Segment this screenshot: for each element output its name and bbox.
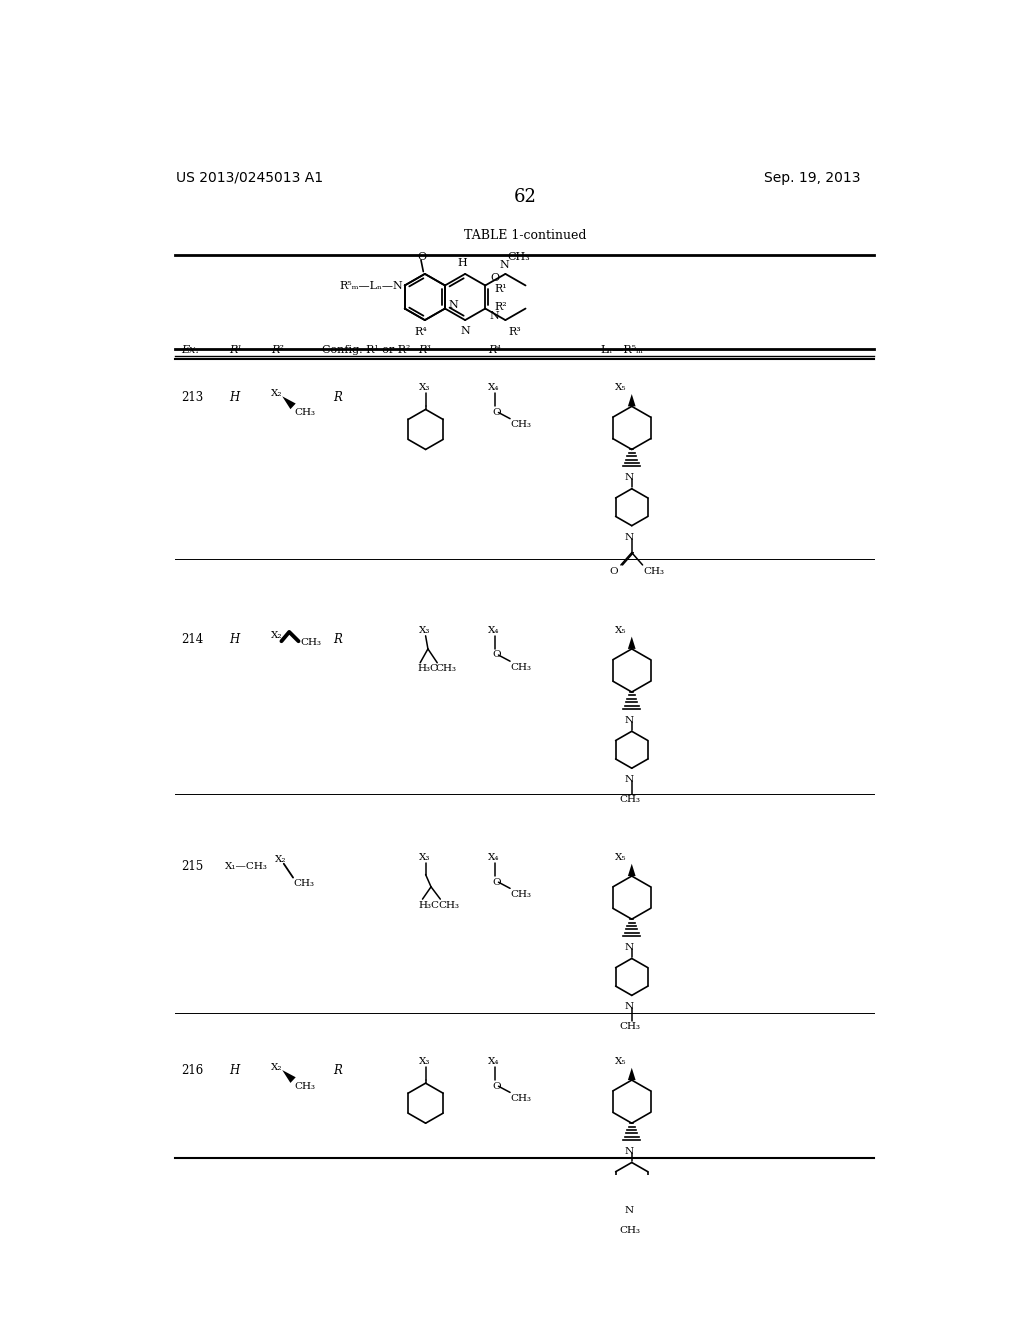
- Text: CH₃: CH₃: [511, 890, 531, 899]
- Text: CH₃: CH₃: [511, 420, 531, 429]
- Text: X₅: X₅: [614, 626, 627, 635]
- Polygon shape: [628, 863, 636, 876]
- Text: R: R: [334, 634, 342, 647]
- Text: 214: 214: [180, 634, 203, 647]
- Text: O: O: [490, 273, 500, 282]
- Text: H: H: [457, 259, 467, 268]
- Text: CH₃: CH₃: [511, 1094, 531, 1104]
- Text: X₂: X₂: [275, 854, 287, 863]
- Text: O: O: [417, 252, 426, 261]
- Text: R⁴: R⁴: [488, 345, 502, 355]
- Text: X₄: X₄: [488, 853, 500, 862]
- Text: CH₃: CH₃: [511, 663, 531, 672]
- Text: X₄: X₄: [488, 626, 500, 635]
- Text: CH₃: CH₃: [295, 1081, 315, 1090]
- Text: X₃: X₃: [419, 626, 430, 635]
- Text: 215: 215: [180, 861, 203, 874]
- Text: O: O: [493, 1081, 501, 1090]
- Polygon shape: [283, 396, 296, 409]
- Polygon shape: [628, 395, 636, 407]
- Text: R: R: [334, 1064, 342, 1077]
- Text: CH₃: CH₃: [438, 902, 460, 911]
- Text: 62: 62: [513, 187, 537, 206]
- Text: X₄: X₄: [488, 1057, 500, 1067]
- Text: O: O: [493, 651, 501, 660]
- Text: R³: R³: [509, 326, 521, 337]
- Text: CH₃: CH₃: [643, 566, 665, 576]
- Text: R³: R³: [419, 345, 431, 355]
- Text: O: O: [493, 878, 501, 887]
- Text: X₃: X₃: [419, 1057, 430, 1067]
- Text: 216: 216: [180, 1064, 203, 1077]
- Text: CH₃: CH₃: [620, 795, 641, 804]
- Text: Config. R¹ or R²: Config. R¹ or R²: [322, 345, 411, 355]
- Polygon shape: [283, 1071, 296, 1082]
- Text: O: O: [609, 566, 617, 576]
- Text: US 2013/0245013 A1: US 2013/0245013 A1: [176, 170, 324, 185]
- Text: X₁—CH₃: X₁—CH₃: [225, 862, 267, 871]
- Text: N: N: [624, 1206, 633, 1216]
- Text: R: R: [334, 391, 342, 404]
- Polygon shape: [628, 1068, 636, 1080]
- Text: N: N: [460, 326, 470, 335]
- Text: CH₃: CH₃: [620, 1022, 641, 1031]
- Text: R¹: R¹: [228, 345, 242, 355]
- Text: CH₃: CH₃: [620, 1226, 641, 1236]
- Text: R⁴: R⁴: [415, 327, 427, 338]
- Text: Ex.: Ex.: [180, 345, 199, 355]
- Text: N: N: [449, 301, 458, 310]
- Text: CH₃: CH₃: [435, 664, 457, 673]
- Text: X₂: X₂: [271, 631, 283, 640]
- Polygon shape: [628, 636, 636, 649]
- Text: X₃: X₃: [419, 853, 430, 862]
- Text: H₃C: H₃C: [417, 664, 438, 673]
- Text: CH₃: CH₃: [300, 639, 322, 647]
- Text: Sep. 19, 2013: Sep. 19, 2013: [764, 170, 860, 185]
- Text: R¹: R¹: [495, 284, 507, 294]
- Text: N: N: [624, 715, 633, 725]
- Text: R⁵ₘ—Lₙ—N: R⁵ₘ—Lₙ—N: [340, 281, 403, 292]
- Text: N: N: [624, 533, 633, 541]
- Text: H: H: [228, 1064, 239, 1077]
- Text: X₂: X₂: [271, 1063, 283, 1072]
- Text: O: O: [493, 408, 501, 417]
- Text: X₅: X₅: [614, 383, 627, 392]
- Text: CH₃: CH₃: [295, 408, 315, 417]
- Text: X₂: X₂: [271, 389, 283, 397]
- Text: H₃C: H₃C: [419, 902, 439, 911]
- Text: Lₙ—R⁵ₘ: Lₙ—R⁵ₘ: [601, 345, 644, 355]
- Text: N: N: [489, 312, 499, 321]
- Text: N: N: [624, 775, 633, 784]
- Text: CH₃: CH₃: [508, 252, 530, 261]
- Text: R²: R²: [495, 302, 507, 312]
- Text: N: N: [624, 1002, 633, 1011]
- Text: H: H: [228, 391, 239, 404]
- Text: N: N: [624, 474, 633, 482]
- Text: CH₃: CH₃: [294, 879, 314, 888]
- Text: N: N: [624, 1147, 633, 1156]
- Text: R²: R²: [271, 345, 285, 355]
- Text: X₄: X₄: [488, 383, 500, 392]
- Text: N: N: [499, 260, 509, 269]
- Text: X₅: X₅: [614, 1057, 627, 1067]
- Text: X₅: X₅: [614, 853, 627, 862]
- Text: X₃: X₃: [419, 383, 430, 392]
- Text: H: H: [228, 634, 239, 647]
- Text: TABLE 1-continued: TABLE 1-continued: [464, 228, 586, 242]
- Text: N: N: [624, 942, 633, 952]
- Text: 213: 213: [180, 391, 203, 404]
